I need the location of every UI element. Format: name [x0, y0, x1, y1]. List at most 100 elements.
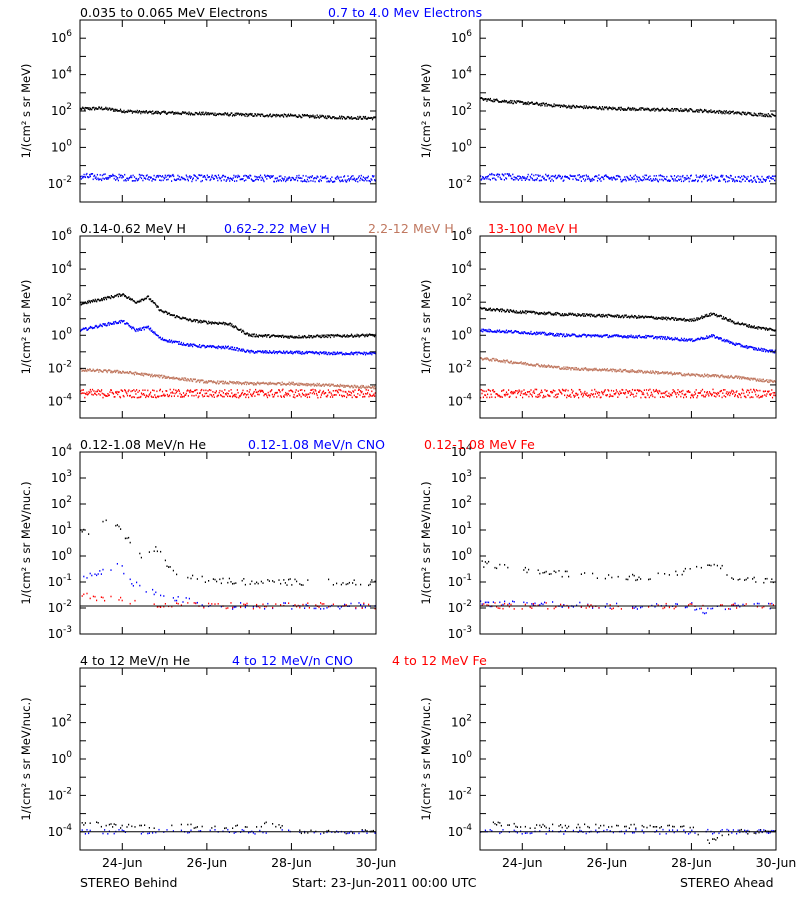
data-point [227, 114, 229, 116]
data-point [331, 384, 333, 386]
data-point [619, 390, 621, 393]
data-point [553, 175, 555, 178]
data-point [638, 316, 641, 319]
data-point [627, 371, 629, 373]
data-point [191, 320, 193, 323]
data-point [594, 176, 596, 178]
data-point [86, 302, 88, 305]
data-point [519, 394, 522, 396]
data-point [367, 385, 369, 388]
data-point [500, 101, 502, 103]
data-point [489, 179, 491, 181]
data-point [720, 337, 722, 339]
data-point [653, 372, 655, 374]
data-point [124, 173, 126, 176]
data-point [103, 394, 105, 396]
data-point [151, 180, 153, 182]
data-point [346, 117, 348, 120]
data-point [631, 177, 634, 179]
data-point [582, 107, 585, 110]
data-point [482, 389, 484, 392]
data-point [332, 383, 334, 386]
data-point [303, 180, 305, 182]
data-point [156, 110, 158, 113]
data-point [156, 306, 158, 308]
data-point [322, 383, 324, 386]
data-point [257, 179, 259, 181]
data-point [725, 317, 727, 319]
data-point [357, 176, 360, 179]
data-point [666, 390, 668, 393]
data-point [739, 113, 741, 115]
data-point [298, 352, 300, 355]
data-point [643, 317, 645, 319]
data-point [721, 112, 723, 115]
data-point [277, 334, 279, 337]
data-point [664, 391, 666, 393]
data-point [652, 371, 655, 373]
data-point [595, 390, 597, 393]
data-point [247, 333, 249, 335]
data-point [312, 388, 314, 391]
data-point [606, 176, 608, 178]
data-point [686, 174, 688, 177]
data-point [318, 352, 320, 354]
data-point [738, 323, 740, 325]
data-point [648, 371, 650, 373]
data-point [221, 380, 223, 383]
data-point [110, 370, 112, 373]
data-point [706, 374, 708, 377]
data-point [350, 117, 352, 120]
data-point [148, 327, 150, 330]
data-point [739, 112, 741, 114]
data-point [164, 375, 166, 378]
data-point [536, 363, 538, 366]
data-point [243, 332, 245, 335]
data-point [682, 389, 684, 392]
data-point [635, 180, 637, 183]
data-point [580, 335, 582, 337]
data-point [143, 374, 145, 377]
data-point [715, 374, 717, 376]
data-point [480, 175, 482, 177]
data-point [167, 395, 169, 398]
data-point [93, 300, 95, 302]
data-point [342, 353, 344, 355]
data-point [706, 180, 708, 182]
data-point [218, 176, 220, 179]
data-point [657, 336, 659, 338]
data-point [739, 323, 741, 326]
data-point [358, 351, 360, 354]
data-point [646, 107, 648, 110]
data-point [130, 110, 132, 112]
data-point [271, 382, 273, 385]
data-point [566, 314, 568, 316]
data-point [696, 176, 698, 178]
data-point [184, 317, 186, 319]
data-point [255, 178, 257, 181]
data-point [615, 108, 617, 111]
data-point [107, 370, 109, 372]
data-point [144, 177, 146, 179]
data-point [645, 389, 648, 391]
data-point [211, 381, 213, 383]
data-point [726, 375, 728, 378]
data-point [512, 331, 515, 334]
data-point [762, 326, 764, 329]
y-tick-label: 104 [51, 260, 72, 276]
data-point [623, 369, 625, 371]
data-point [599, 107, 601, 109]
data-point [589, 334, 592, 337]
data-point [718, 375, 720, 377]
data-point [123, 109, 125, 112]
data-point [122, 394, 124, 397]
data-point [248, 114, 250, 117]
data-point [141, 174, 143, 177]
data-point [538, 312, 540, 314]
data-point [371, 385, 374, 388]
data-point [293, 351, 295, 354]
data-point [489, 329, 491, 331]
data-point [697, 337, 699, 340]
data-point [608, 336, 610, 339]
data-point [494, 310, 496, 312]
